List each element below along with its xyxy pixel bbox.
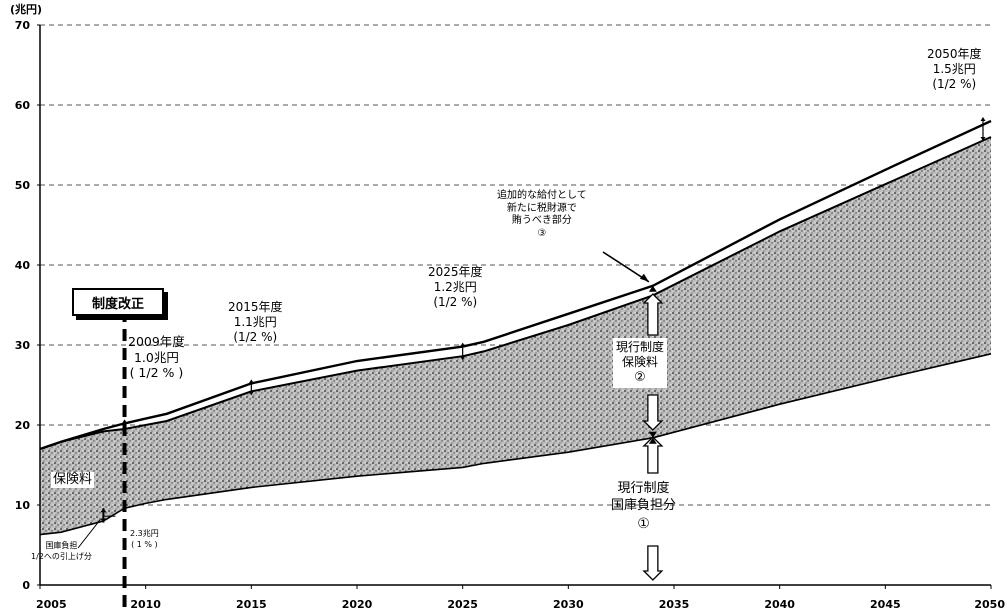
x-tick-label-2020: 2020: [342, 598, 373, 611]
fy2025-year: 2025年度: [428, 265, 483, 279]
x-tick-label-2030: 2030: [553, 598, 584, 611]
y-tick-label-20: 20: [15, 419, 31, 432]
y-tick-label-0: 0: [22, 579, 30, 592]
y-tick-label-50: 50: [15, 179, 31, 192]
premium-current-label: 現行制度 保険料 ②: [613, 338, 668, 389]
y-tick-label-10: 10: [15, 499, 31, 512]
fy2009-amount: 1.0兆円: [133, 349, 179, 365]
x-tick-label-2005: 2005: [36, 598, 67, 611]
series-line-state: [39, 353, 992, 536]
fy2050-label: 2050年度 1.5兆円 (1/2 %): [927, 47, 982, 92]
fy2015-year: 2015年度: [228, 300, 283, 314]
fy2015-label: 2015年度 1.1兆円 (1/2 %): [228, 300, 283, 345]
fy2009-year: 2009年度: [128, 334, 185, 349]
pointer-additional-head: [639, 273, 649, 282]
arrow-state-down: [642, 545, 664, 581]
arrow-state-up: [642, 436, 664, 474]
y-tick-label-30: 30: [15, 339, 31, 352]
raise-amount-ratio: ( 1 % ): [131, 539, 158, 549]
marker-down-2050: [980, 137, 986, 141]
series-line-additional: [39, 119, 992, 451]
fy2009-ratio: ( 1/2 % ): [129, 365, 184, 381]
state-raise-line2: 1/2への引上げ分: [31, 551, 92, 561]
chart-markers: [122, 117, 986, 433]
marker-down-2025: [460, 356, 466, 361]
premium-current-num: ②: [634, 370, 646, 385]
state-raise-label: 国庫負担 1/2への引上げ分: [31, 541, 92, 563]
raise-arrow-up: [100, 508, 107, 513]
premium-current-line1: 現行制度: [616, 340, 665, 354]
fy2050-ratio: (1/2 %): [932, 77, 977, 91]
marker-up-2015: [248, 379, 254, 384]
premium-current-line2: 保険料: [622, 355, 659, 369]
fy2015-amount: 1.1兆円: [233, 315, 277, 329]
y-tick-label-70: 70: [15, 19, 31, 32]
fy2025-label: 2025年度 1.2兆円 (1/2 %): [428, 265, 483, 310]
state-current-line2: 国庫負担分: [611, 497, 677, 513]
raise-arrow-down: [100, 518, 107, 523]
pointer-additional: [602, 251, 650, 283]
fy2050-year: 2050年度: [927, 47, 982, 61]
fy2025-ratio: (1/2 %): [433, 295, 478, 309]
x-tick-label-2010: 2010: [130, 598, 161, 611]
y-tick-label-40: 40: [15, 259, 31, 272]
x-tick-label-2050: 2050: [974, 598, 1005, 611]
additional-line2: 新たに税財源で: [506, 202, 577, 214]
x-tick-label-2025: 2025: [447, 598, 478, 611]
chart-lines: [39, 119, 992, 536]
series-line-premium: [39, 136, 992, 450]
raise-amount-label: 2.3兆円 ( 1 % ): [130, 529, 159, 551]
fy2009-label: 2009年度 1.0兆円 ( 1/2 % ): [128, 334, 185, 381]
x-tick-label-2040: 2040: [764, 598, 795, 611]
state-raise-line1: 国庫負担: [45, 541, 78, 550]
arrow-premium-up: [642, 293, 664, 336]
x-tick-label-2045: 2045: [870, 598, 901, 611]
pointer-state-raise: [77, 519, 101, 549]
fy2025-amount: 1.2兆円: [433, 280, 477, 294]
additional-num: ③: [537, 227, 547, 239]
marker-up-2009: [122, 419, 128, 424]
x-tick-label-2015: 2015: [236, 598, 267, 611]
marker-up-2025: [460, 342, 466, 347]
arrow-tip-top: [648, 285, 657, 292]
additional-line3: 賄うべき部分: [511, 215, 572, 226]
state-current-num: ①: [637, 515, 650, 532]
marker-down-2015: [248, 391, 254, 396]
fy2015-ratio: (1/2 %): [233, 330, 278, 344]
arrow-tip-mid: [648, 431, 657, 438]
chart-areas: [40, 137, 991, 535]
additional-label: 追加的な給付として 新たに税財源で 賄うべき部分 ③: [497, 190, 587, 240]
raise-amount-value: 2.3兆円: [130, 529, 159, 538]
chart-axes: [39, 25, 991, 586]
premium-label: 保険料: [51, 472, 95, 489]
x-tick-label-2035: 2035: [659, 598, 690, 611]
arrow-premium-down: [642, 394, 664, 431]
state-current-label: 現行制度 国庫負担分 ①: [611, 481, 676, 533]
additional-line1: 追加的な給付として: [497, 190, 587, 201]
y-unit-label: (兆円): [10, 2, 42, 16]
state-current-line1: 現行制度: [617, 481, 670, 496]
chart-arrows: [77, 251, 664, 611]
y-tick-label-60: 60: [15, 99, 31, 112]
premium-area: [40, 137, 991, 535]
reform-label: 制度改正: [72, 288, 164, 316]
marker-up-2050: [980, 117, 986, 121]
fy2050-amount: 1.5兆円: [932, 62, 976, 76]
arrow-tip-low: [648, 437, 657, 444]
